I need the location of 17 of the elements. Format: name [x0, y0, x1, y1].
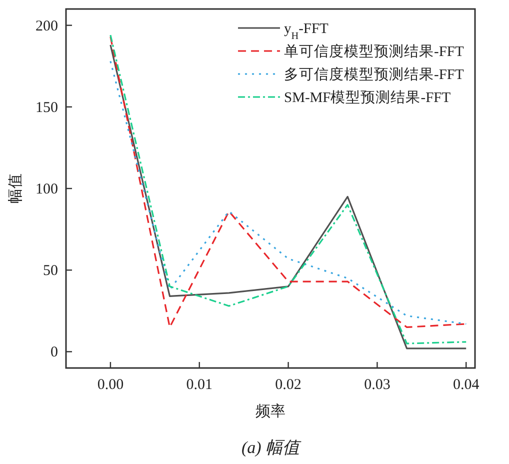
- x-axis-title: 频率: [256, 403, 286, 420]
- legend-label: 单可信度模型预测结果-FFT: [284, 43, 464, 60]
- text: (a) 幅值: [241, 438, 302, 457]
- x-tick-label: 0.01: [186, 377, 212, 393]
- x-tick-label: 0.02: [275, 377, 302, 393]
- y-tick-label: 200: [36, 18, 58, 34]
- y-axis-title: 幅值: [7, 174, 24, 204]
- x-tick-label: 0.04: [452, 377, 480, 393]
- x-tick-label: 0.00: [97, 377, 124, 393]
- legend-label: 多可信度模型预测结果-FFT: [284, 66, 464, 83]
- y-tick-label: 100: [36, 182, 58, 198]
- y-tick-label: 150: [36, 100, 58, 116]
- legend-label: SM-MF模型预测结果-FFT: [284, 89, 451, 106]
- y-tick-label: 50: [43, 263, 58, 280]
- y-tick-label: 0: [50, 344, 58, 361]
- x-tick-label: 0.03: [364, 377, 390, 393]
- legend-label: y$_{H}$-FFT: [284, 21, 329, 42]
